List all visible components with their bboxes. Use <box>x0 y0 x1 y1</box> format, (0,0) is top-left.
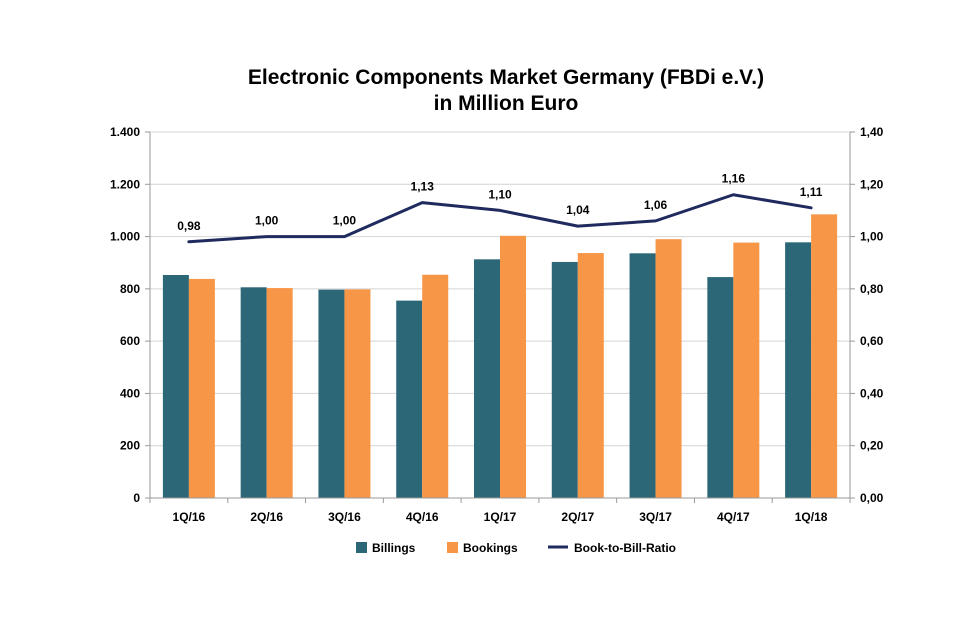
bar-billings-5 <box>474 259 500 498</box>
legend-swatch-bookings <box>447 542 458 553</box>
bar-bookings-9 <box>811 214 838 498</box>
x-tick-label: 4Q/17 <box>717 510 750 524</box>
bar-bookings-5 <box>500 235 526 498</box>
bar-series <box>162 214 838 498</box>
x-tick-label: 1Q/16 <box>173 510 206 524</box>
legend-label-bookings: Bookings <box>463 541 518 555</box>
y-left-tick-label: 200 <box>120 439 140 453</box>
bar-billings-3 <box>318 289 345 498</box>
bar-bookings-6 <box>577 253 604 498</box>
y-left-tick-label: 1.200 <box>110 177 140 191</box>
data-labels: 0,98 1,00 1,00 1,13 1,10 1,04 1,06 1,16 1,11 <box>177 172 823 233</box>
y-right-tick-label: 0,80 <box>860 282 884 296</box>
x-tick-label: 1Q/17 <box>484 510 517 524</box>
ratio-data-label: 1,00 <box>333 214 357 228</box>
y-right-tick-label: 1,40 <box>860 125 884 139</box>
y-right-tick-label: 0,20 <box>860 439 884 453</box>
line-series <box>187 193 813 244</box>
legend-swatch-billings <box>356 542 367 553</box>
ratio-data-label: 1,16 <box>722 172 746 186</box>
ratio-data-label: 1,06 <box>644 198 668 212</box>
ratio-data-label: 1,11 <box>800 185 823 199</box>
bar-bookings-1 <box>188 278 215 498</box>
bar-billings-8 <box>707 277 734 498</box>
chart-title-line-1: Electronic Components Market Germany (FB… <box>248 66 764 89</box>
axes: 0 200 400 600 800 1.000 1.200 1.400 0,00 0,20 0,40… <box>110 125 884 524</box>
bar-bookings-3 <box>344 289 371 498</box>
bar-billings-6 <box>551 261 578 498</box>
bar-bookings-7 <box>655 239 682 498</box>
y-right-tick-label: 0,00 <box>860 491 884 505</box>
chart-title: Electronic Components Market Germany (FB… <box>248 66 764 115</box>
y-right-tick-label: 0,40 <box>860 386 884 400</box>
y-right-tick-label: 1,00 <box>860 230 884 244</box>
legend-label-book-to-bill-ratio: Book-to-Bill-Ratio <box>574 541 676 555</box>
y-left-tick-label: 600 <box>120 334 140 348</box>
x-tick-label: 2Q/17 <box>561 510 594 524</box>
x-tick-label: 2Q/16 <box>250 510 283 524</box>
ratio-data-label: 1,00 <box>255 214 279 228</box>
bar-bookings-2 <box>266 288 293 498</box>
line-book-to-bill-ratio <box>187 193 813 244</box>
bar-billings-7 <box>629 253 656 498</box>
legend-label-billings: Billings <box>372 541 416 555</box>
y-left-tick-label: 1.000 <box>110 230 140 244</box>
bar-bookings-8 <box>733 242 760 498</box>
x-tick-label: 3Q/17 <box>639 510 672 524</box>
y-left-tick-label: 1.400 <box>110 125 140 139</box>
y-left-tick-label: 0 <box>133 491 140 505</box>
ratio-data-label: 1,04 <box>566 203 590 217</box>
y-right-tick-label: 0,60 <box>860 334 884 348</box>
legend: Billings Bookings Book-to-Bill-Ratio <box>356 541 676 555</box>
x-tick-label: 3Q/16 <box>328 510 361 524</box>
y-left-tick-label: 800 <box>120 282 140 296</box>
ratio-data-label: 0,98 <box>177 219 201 233</box>
ratio-data-label: 1,10 <box>488 187 512 201</box>
bar-billings-2 <box>240 287 267 498</box>
y-left-tick-label: 400 <box>120 386 140 400</box>
x-tick-label: 1Q/18 <box>795 510 828 524</box>
bar-bookings-4 <box>422 274 449 498</box>
bar-billings-4 <box>396 300 423 498</box>
bar-billings-1 <box>162 275 189 498</box>
bar-billings-9 <box>785 242 812 498</box>
chart-title-line-2: in Million Euro <box>434 92 579 115</box>
y-right-tick-label: 1,20 <box>860 177 884 191</box>
x-tick-label: 4Q/16 <box>406 510 439 524</box>
ratio-data-label: 1,13 <box>411 180 435 194</box>
